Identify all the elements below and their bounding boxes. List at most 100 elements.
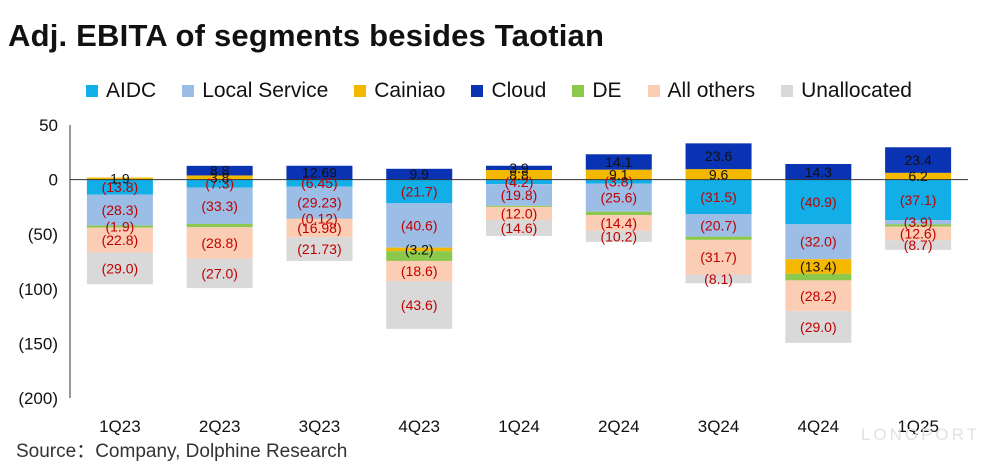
bar-segment-aidc bbox=[186, 179, 253, 188]
data-label: 14.3 bbox=[805, 164, 832, 180]
data-label: (22.8) bbox=[102, 232, 139, 248]
data-label: (13.4) bbox=[800, 259, 837, 275]
data-label: 9.9 bbox=[409, 166, 429, 182]
bar-segment-de bbox=[885, 224, 952, 227]
bar-segment-local-service bbox=[685, 213, 752, 237]
legend-label: Cainiao bbox=[374, 79, 446, 102]
bar-segment-unallocated bbox=[585, 230, 652, 242]
data-label: (12.0) bbox=[501, 205, 538, 221]
data-label: (14.4) bbox=[600, 215, 637, 231]
y-tick-label: (50) bbox=[28, 225, 58, 244]
bar-segment-cainiao bbox=[685, 169, 752, 180]
bar-segment-local-service bbox=[86, 194, 153, 226]
data-label: (16.98) bbox=[297, 220, 341, 236]
bar-segment-de bbox=[86, 225, 153, 228]
bar-segment-local-service bbox=[885, 220, 952, 225]
chart-title: Adj. EBITA of segments besides Taotian bbox=[8, 18, 605, 53]
data-label: 14.1 bbox=[605, 154, 632, 170]
bar-segment-local-service bbox=[286, 186, 353, 219]
legend-item-cainiao: Cainiao bbox=[354, 79, 445, 103]
bar-segment-all-others bbox=[785, 280, 852, 312]
legend-swatch bbox=[354, 85, 367, 97]
legend-item-unallocated: Unallocated bbox=[781, 79, 912, 103]
bar-segment-local-service bbox=[785, 224, 852, 260]
data-label: (28.8) bbox=[201, 235, 238, 251]
data-label: (21.7) bbox=[401, 183, 438, 199]
x-tick-label: 3Q23 bbox=[299, 417, 341, 436]
bar-segment-cainiao bbox=[186, 175, 253, 180]
bar-segment-local-service bbox=[486, 184, 552, 206]
source-note: Source：Company, Dolphine Research bbox=[16, 441, 348, 462]
bar-segment-local-service bbox=[186, 187, 253, 224]
legend-label: DE bbox=[592, 79, 622, 102]
data-label: 3.9 bbox=[509, 160, 529, 176]
data-label: 6.2 bbox=[908, 168, 928, 184]
data-label: (31.7) bbox=[700, 249, 737, 265]
data-label: 9.6 bbox=[709, 166, 729, 182]
bar-segment-unallocated bbox=[286, 237, 353, 261]
bar-segment-unallocated bbox=[86, 252, 153, 285]
x-tick-label: 2Q24 bbox=[598, 417, 640, 436]
legend-item-all-others: All others bbox=[647, 79, 756, 103]
bar-segment-unallocated bbox=[386, 281, 453, 329]
bar-segment-cloud bbox=[186, 165, 253, 176]
bar-segment-cainiao bbox=[885, 172, 952, 180]
legend-swatch bbox=[471, 85, 484, 97]
bar-segment-unallocated bbox=[885, 240, 952, 250]
bar-segment-aidc bbox=[86, 179, 153, 195]
watermark-text: LONGPORT bbox=[860, 425, 980, 444]
bar-segment-de bbox=[386, 251, 453, 261]
data-label: (20.7) bbox=[700, 217, 737, 233]
data-label: (14.6) bbox=[501, 220, 538, 236]
bar-segment-cloud bbox=[386, 168, 453, 180]
data-label: (29.0) bbox=[102, 260, 139, 276]
x-tick-label: 1Q25 bbox=[897, 417, 939, 436]
bar-segment-unallocated bbox=[685, 274, 752, 284]
data-label: (32.0) bbox=[800, 234, 837, 250]
bar-segment-all-others bbox=[885, 226, 952, 241]
bar-segment-aidc bbox=[785, 179, 852, 225]
x-tick-label: 4Q23 bbox=[398, 417, 440, 436]
bar-segment-all-others bbox=[286, 218, 353, 238]
bar-segment-de bbox=[685, 236, 752, 240]
data-label: (31.5) bbox=[700, 189, 737, 205]
data-label: (8.7) bbox=[904, 237, 933, 253]
data-label: (33.3) bbox=[201, 198, 238, 214]
bar-segment-all-others bbox=[486, 206, 552, 221]
data-label: (3.2) bbox=[405, 241, 434, 257]
data-label: (37.1) bbox=[900, 192, 937, 208]
data-label: (13.8) bbox=[102, 179, 139, 195]
bar-segment-local-service bbox=[585, 183, 652, 212]
data-label: (6.45) bbox=[301, 175, 338, 191]
legend-swatch bbox=[647, 85, 660, 97]
bar-segment-de bbox=[585, 211, 652, 215]
data-label: 8.8 bbox=[210, 163, 230, 179]
data-label: 23.4 bbox=[904, 152, 931, 168]
legend-item-local-service: Local Service bbox=[182, 79, 328, 103]
data-label: (40.9) bbox=[800, 194, 837, 210]
bar-segment-all-others bbox=[585, 214, 652, 231]
data-label: (25.6) bbox=[600, 190, 637, 206]
bar-segment-cloud bbox=[785, 163, 852, 180]
data-label: (0.12) bbox=[301, 211, 338, 227]
bar-segment-cloud bbox=[585, 154, 652, 170]
data-label: 9.1 bbox=[609, 167, 629, 183]
bar-segment-cainiao bbox=[585, 169, 652, 180]
data-label: (10.2) bbox=[600, 228, 637, 244]
bar-segment-cloud bbox=[486, 165, 552, 170]
legend-swatch bbox=[781, 85, 794, 97]
data-label: (28.3) bbox=[102, 202, 139, 218]
bar-segment-aidc bbox=[585, 179, 652, 184]
x-tick-label: 3Q24 bbox=[698, 417, 740, 436]
data-label: 12.69 bbox=[302, 165, 337, 181]
data-label: 1.9 bbox=[110, 171, 130, 187]
legend-item-de: DE bbox=[572, 79, 622, 103]
bar-segment-all-others bbox=[685, 239, 752, 275]
data-label: (19.8) bbox=[501, 187, 538, 203]
data-label: (43.6) bbox=[401, 297, 438, 313]
legend-label: Unallocated bbox=[801, 79, 912, 102]
legend-label: All others bbox=[667, 79, 756, 102]
bar-segment-unallocated bbox=[186, 258, 253, 289]
bar-segment-all-others bbox=[186, 227, 253, 259]
y-tick-label: (100) bbox=[18, 280, 58, 299]
